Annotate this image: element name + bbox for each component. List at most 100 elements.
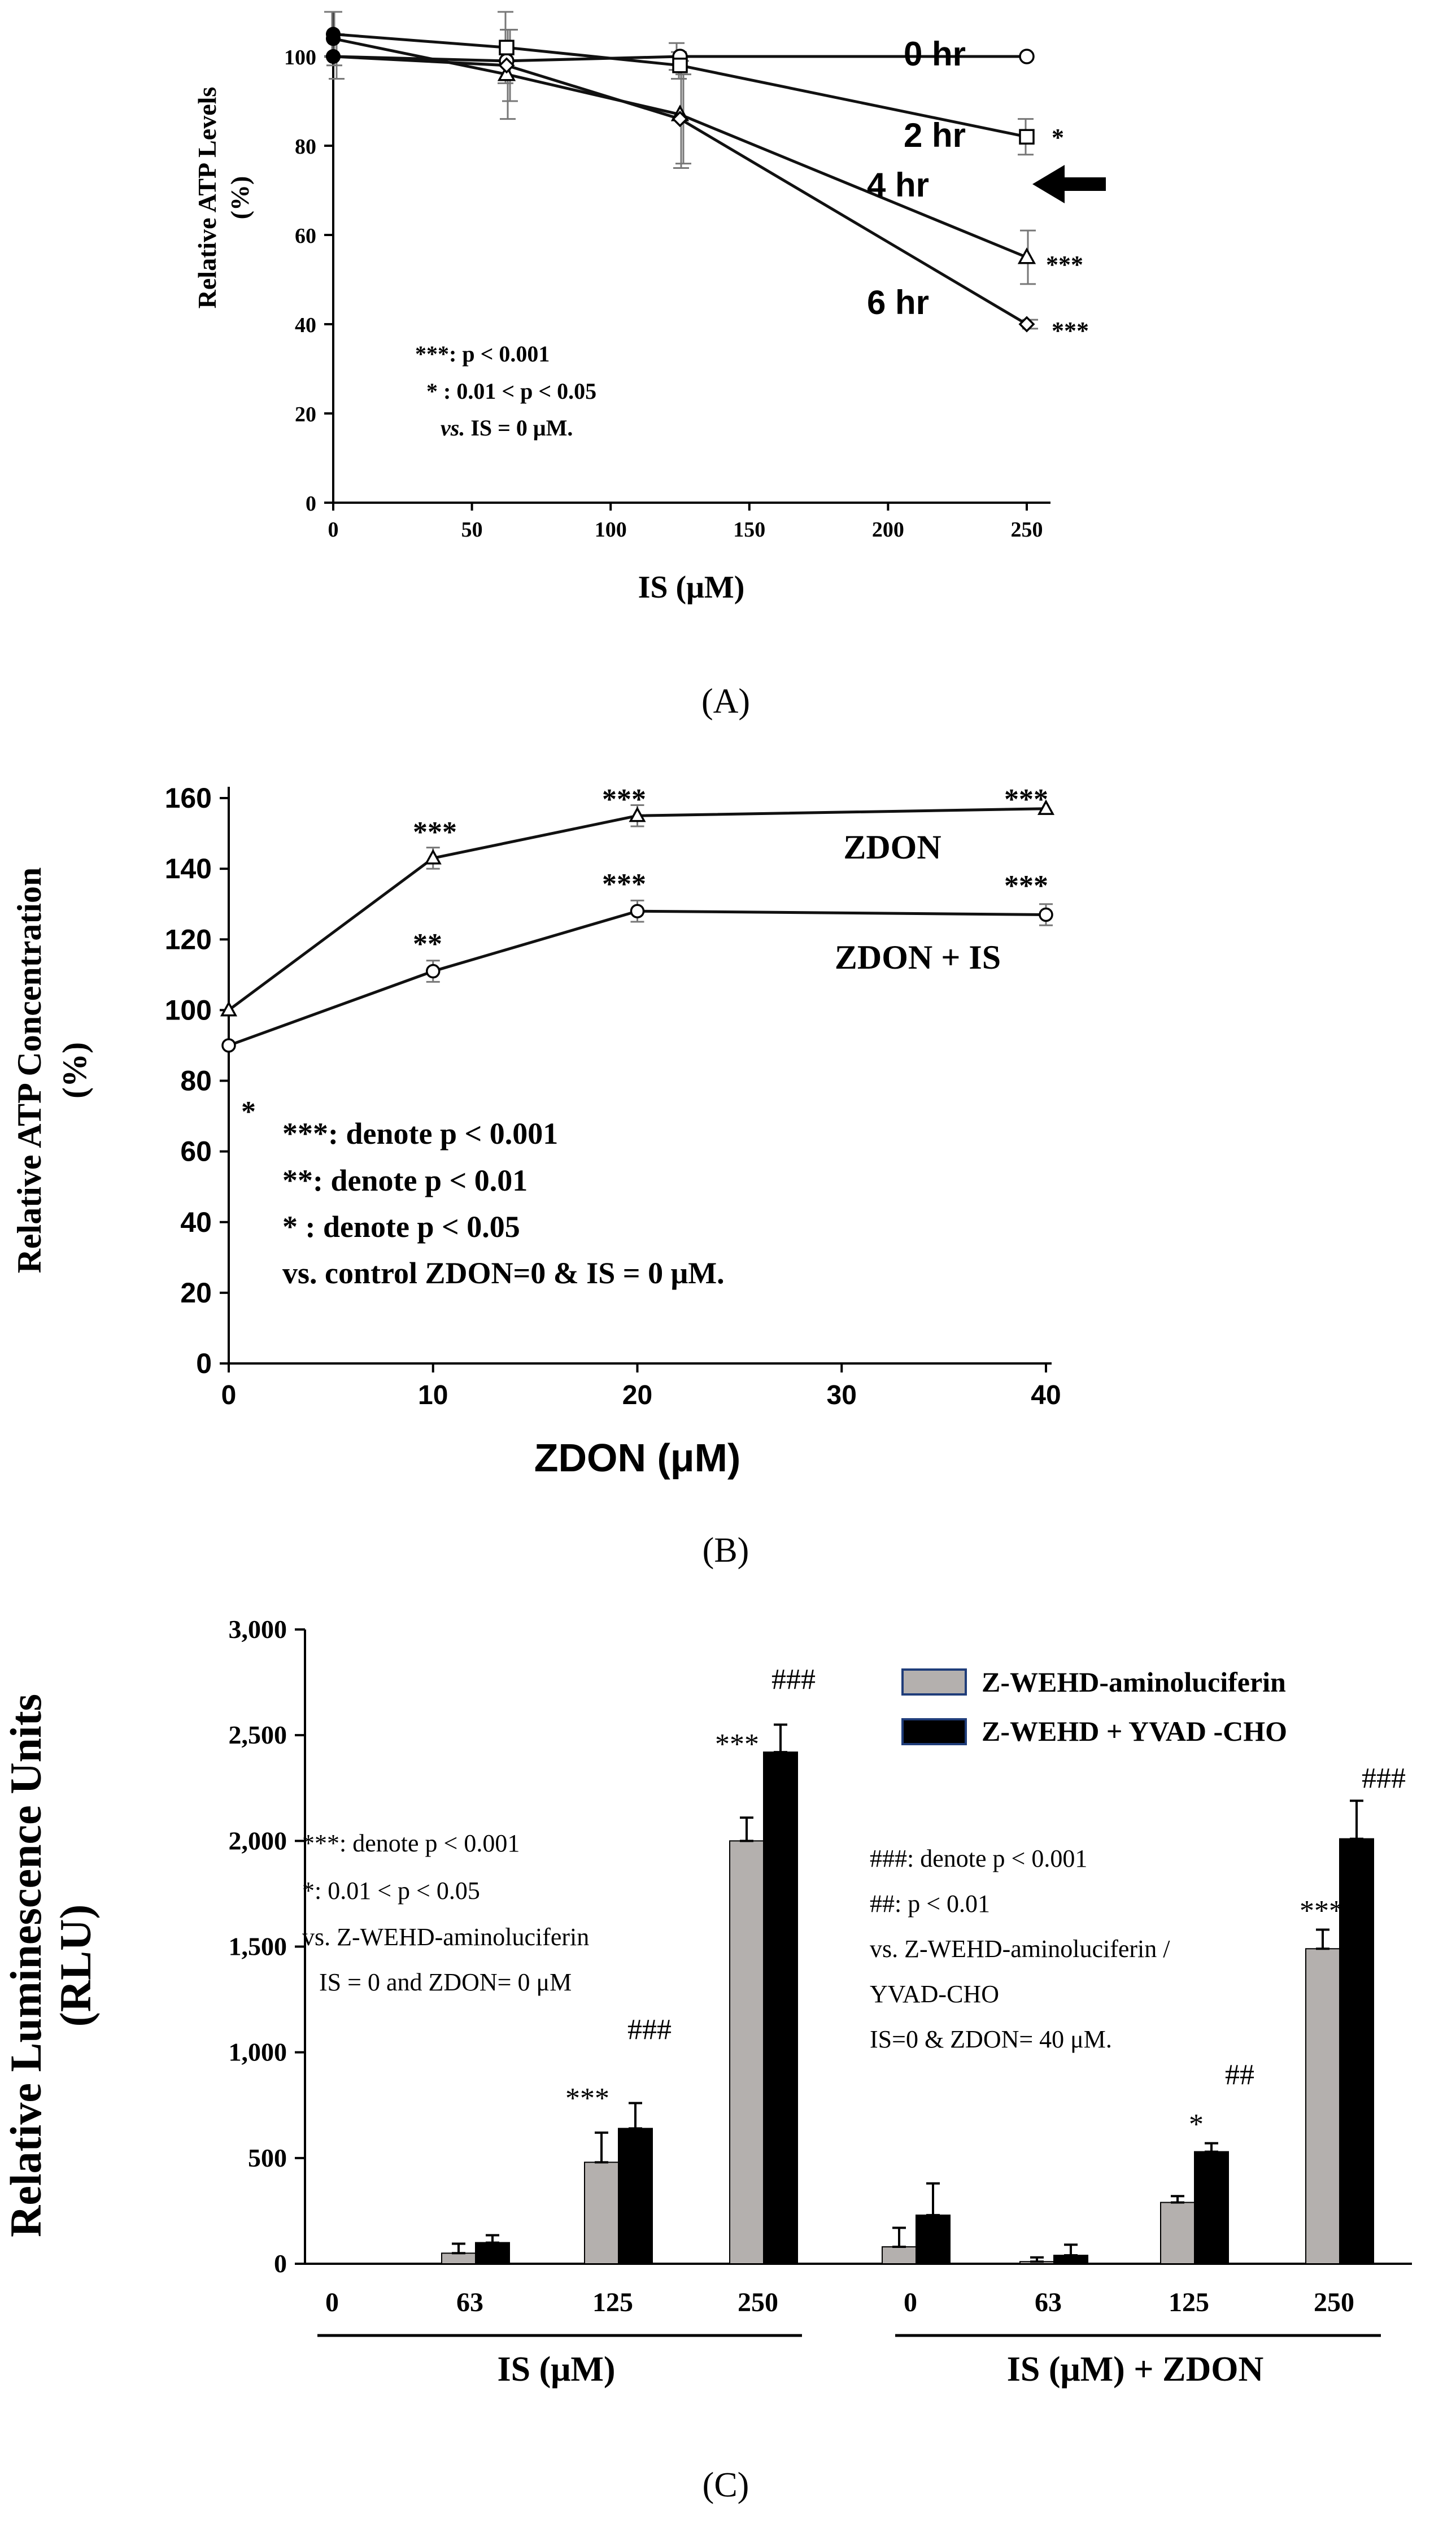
c-sig: *** (565, 2082, 609, 2115)
c-xtick-label: 250 (1314, 2287, 1354, 2317)
a-ytick-label: 40 (295, 313, 316, 337)
a-point (1018, 316, 1035, 333)
c-sig: ### (1362, 1762, 1406, 1794)
b-legend-line: **: denote p < 0.01 (282, 1164, 528, 1197)
a-legend-line: vs. IS = 0 μM. (441, 415, 573, 441)
c-group-label: IS (μM) (497, 2350, 615, 2389)
b-ytick-label: 80 (180, 1065, 212, 1097)
c-note1-line: ***: denote p < 0.001 (302, 1829, 520, 1857)
a-series-line (333, 33, 1027, 138)
c-bar-grey (882, 2246, 917, 2264)
c-legend-label: Z-WEHD + YVAD -CHO (982, 1715, 1287, 1747)
b-point (630, 904, 645, 918)
a-ytick-label: 20 (295, 403, 316, 426)
c-sig: ## (1225, 2059, 1254, 2091)
c-note1-line: IS = 0 and ZDON= 0 μM (319, 1968, 572, 1996)
b-sig: *** (602, 868, 646, 900)
b-ytick-label: 0 (196, 1348, 212, 1379)
c-sig: *** (715, 1728, 759, 1761)
b-series-line (228, 807, 1047, 1012)
a-x-label: IS (μM) (638, 570, 745, 605)
c-note2-line: ###: denote p < 0.001 (870, 1845, 1087, 1872)
c-bar-black (475, 2242, 510, 2264)
c-xtick-label: 125 (592, 2287, 633, 2317)
b-ytick-label: 160 (165, 782, 212, 814)
c-ytick-label: 0 (274, 2249, 287, 2278)
a-series-label: 0 hr (904, 35, 966, 73)
a-series-line (333, 37, 1027, 259)
c-note2-line: vs. Z-WEHD-aminoluciferin / (870, 1935, 1170, 1963)
c-xtick-label: 125 (1169, 2287, 1209, 2317)
c-bar-grey (1305, 1948, 1340, 2265)
b-point (424, 849, 442, 865)
b-xtick-label: 0 (221, 1380, 237, 1410)
c-xtick-label: 0 (904, 2287, 917, 2317)
b-xtick-label: 20 (622, 1380, 652, 1410)
c-sig: ### (771, 1663, 816, 1696)
a-xtick-label: 250 (1011, 518, 1043, 542)
b-xtick-label: 30 (827, 1380, 857, 1410)
c-caption: (C) (703, 2466, 749, 2504)
c-ytick-label: 1,000 (229, 2038, 287, 2067)
c-xtick-label: 63 (456, 2287, 483, 2317)
c-xtick-label: 63 (1035, 2287, 1062, 2317)
b-sig: ** (413, 928, 442, 960)
c-ytick-label: 500 (248, 2143, 287, 2172)
c-bar-black (763, 1751, 798, 2264)
c-xtick-label: 0 (325, 2287, 339, 2317)
b-ytick-label: 40 (180, 1206, 212, 1238)
a-sig: *** (1046, 251, 1083, 278)
b-point (426, 964, 441, 979)
b-legend-line: * : denote p < 0.05 (282, 1210, 520, 1244)
a-series-label: 2 hr (904, 116, 966, 154)
c-bar-grey (729, 1840, 764, 2264)
b-legend-line: vs. control ZDON=0 & IS = 0 μM. (282, 1256, 725, 1290)
a-point (672, 58, 688, 73)
c-ytick-label: 2,000 (229, 1826, 287, 1855)
b-y-label-unit: (%) (56, 1042, 93, 1099)
c-sig: *** (1300, 1895, 1344, 1927)
a-legend-line: * : 0.01 < p < 0.05 (426, 378, 596, 404)
b-legend-line: ***: denote p < 0.001 (282, 1117, 558, 1151)
c-note1-line: *: 0.01 < p < 0.05 (302, 1877, 480, 1905)
b-caption: (B) (703, 1531, 749, 1570)
b-ytick-label: 20 (180, 1277, 212, 1309)
a-ytick-label: 80 (295, 135, 316, 159)
a-series-line (333, 55, 1028, 326)
b-y-label: Relative ATP Concentration (11, 868, 48, 1274)
a-point (1019, 49, 1035, 64)
c-ytick-label: 2,500 (229, 1720, 287, 1749)
a-legend-vs: vs. (441, 415, 465, 441)
b-series-label: ZDON (843, 829, 941, 866)
a-xtick-label: 50 (461, 518, 483, 542)
a-ytick-label: 100 (284, 46, 316, 69)
a-point (672, 111, 688, 128)
a-legend-line: ***: p < 0.001 (415, 341, 550, 367)
c-sig: * (1189, 2108, 1204, 2141)
c-legend-swatch-grey (901, 1668, 967, 1696)
a-point (1019, 129, 1035, 145)
a-y-label-unit: (%) (225, 176, 254, 220)
c-note2-line: ##: p < 0.01 (870, 1890, 990, 1918)
b-ytick-label: 140 (165, 853, 212, 884)
c-bar-black (1053, 2255, 1088, 2264)
c-bar-grey (1160, 2202, 1195, 2265)
c-ytick-label: 3,000 (229, 1615, 287, 1644)
a-series-label: 6 hr (867, 284, 929, 321)
c-bar-black (916, 2214, 951, 2264)
b-point (1037, 799, 1055, 815)
c-ytick-label: 1,500 (229, 1932, 287, 1961)
b-point (629, 806, 646, 822)
a-series-line (333, 55, 1027, 63)
b-sig: *** (602, 783, 646, 816)
b-ytick-label: 120 (165, 923, 212, 955)
a-point (326, 49, 341, 64)
b-x-label: ZDON (μM) (534, 1436, 741, 1480)
c-note2-line: IS=0 & ZDON= 40 μM. (870, 2025, 1112, 2053)
a-point (326, 31, 341, 46)
b-point (220, 1001, 238, 1017)
a-sig: * (1052, 124, 1064, 151)
c-group-label: IS (μM) + ZDON (1007, 2350, 1264, 2389)
b-ytick-label: 100 (165, 994, 212, 1026)
a-series-label: 4 hr (867, 166, 929, 204)
